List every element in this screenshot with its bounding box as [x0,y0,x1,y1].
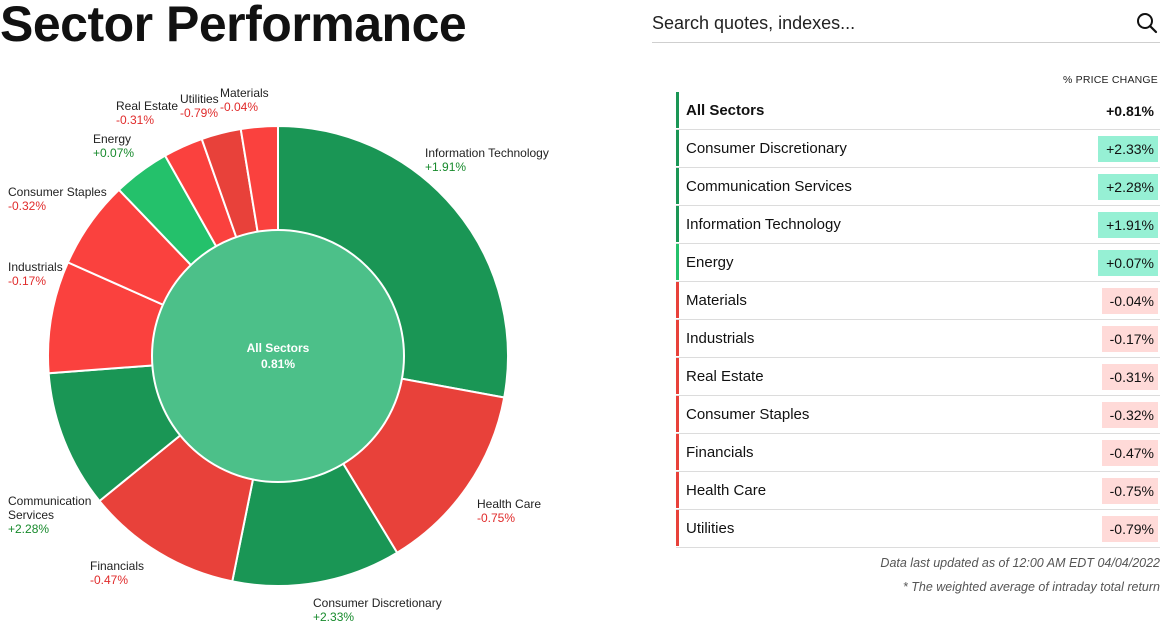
slice-label-name: Consumer Discretionary [313,596,442,610]
sector-change: -0.31% [1101,364,1158,390]
footnote: * The weighted average of intraday total… [902,580,1160,594]
slice-label: Real Estate -0.31% [116,99,178,127]
sector-change: -0.75% [1101,478,1158,504]
slice-label-change: -0.47% [90,573,129,587]
slice-label-name: Industrials [8,260,63,274]
slice-label: Consumer Staples -0.32% [8,185,107,213]
slice-label-name: Consumer Staples [8,185,107,199]
slice-label: Financials -0.47% [90,559,144,587]
slice-label-name: Information Technology [425,146,549,160]
slice-label: Information Technology +1.91% [425,146,549,174]
row-indicator [676,168,679,204]
slice-label-change: +1.91% [425,160,467,174]
sector-change: -0.04% [1101,288,1158,314]
table-row[interactable]: Real Estate -0.31% [676,358,1160,396]
table-row[interactable]: Industrials -0.17% [676,320,1160,358]
slice-label-name: Financials [90,559,145,573]
slice-label: Energy +0.07% [93,132,134,160]
search-icon[interactable] [1134,10,1160,36]
slice-label-name: Health Care [477,497,542,511]
slice-label-name: Real Estate [116,99,179,113]
center-value: 0.81% [261,357,295,371]
row-indicator [676,396,679,432]
slice-label-name: Materials [220,86,269,100]
row-indicator [676,358,679,394]
sector-name: All Sectors [686,102,765,119]
sector-table: % PRICE CHANGE All Sectors +0.81% Consumer… [676,74,1160,548]
row-indicator [676,510,679,546]
slice-label-change: -0.04% [220,100,259,114]
table-row[interactable]: Information Technology +1.91% [676,206,1160,244]
slice-label-change: -0.17% [8,274,47,288]
sector-name: Information Technology [686,216,841,233]
slice-label-change: +2.33% [313,610,355,624]
sector-name: Health Care [686,482,767,499]
slice-label: Consumer Discretionary +2.33% [313,596,442,624]
slice-label: Communication Services +2.28% [8,494,91,536]
table-row[interactable]: Consumer Staples -0.32% [676,396,1160,434]
slice-label: Utilities -0.79% [180,92,219,120]
sector-name: Energy [686,254,734,271]
slice-label: Health Care -0.75% [477,497,541,525]
table-row[interactable]: All Sectors +0.81% [676,92,1160,130]
sector-change: -0.17% [1101,326,1158,352]
sector-change: +1.91% [1098,212,1158,238]
sector-name: Communication Services [686,178,852,195]
row-indicator [676,130,679,166]
table-row[interactable]: Utilities -0.79% [676,510,1160,548]
last-updated-note: Data last updated as of 12:00 AM EDT 04/… [880,556,1160,570]
sector-name: Industrials [686,330,755,347]
search-bar [652,8,1160,43]
slice-label-name: Communication [8,494,92,508]
slice-label-name: Services [8,508,55,522]
sector-change: -0.79% [1101,516,1158,542]
sector-change: +2.28% [1098,174,1158,200]
row-indicator [676,434,679,470]
column-header: % PRICE CHANGE [1063,74,1158,86]
sector-change: +0.81% [1106,103,1154,119]
sector-change: +2.33% [1098,136,1158,162]
sector-change: +0.07% [1098,250,1158,276]
slice-label-change: -0.75% [477,511,516,525]
center-circle[interactable] [151,229,405,483]
slice-label-change: +0.07% [93,146,135,160]
slice-label-change: -0.31% [116,113,155,127]
sector-name: Utilities [686,520,735,537]
table-row[interactable]: Financials -0.47% [676,434,1160,472]
row-indicator [676,282,679,318]
slice-label-name: Energy [93,132,132,146]
sector-name: Consumer Discretionary [686,140,847,157]
slice-label: Industrials -0.17% [8,260,63,288]
sector-change: -0.32% [1101,402,1158,428]
sector-donut-chart: All Sectors 0.81% [47,124,509,587]
sector-change: -0.47% [1101,440,1158,466]
sector-name: Financials [686,444,754,461]
slice-label-name: Utilities [180,92,219,106]
row-indicator [676,472,679,508]
slice-label-change: -0.32% [8,199,47,213]
table-row[interactable]: Energy +0.07% [676,244,1160,282]
table-row[interactable]: Consumer Discretionary +2.33% [676,130,1160,168]
slice-label-change: +2.28% [8,522,50,536]
table-row[interactable]: Health Care -0.75% [676,472,1160,510]
table-row[interactable]: Materials -0.04% [676,282,1160,320]
page-title: Sector Performance [0,0,467,52]
sector-name: Real Estate [686,368,764,385]
sector-name: Materials [686,292,747,309]
sector-name: Consumer Staples [686,406,810,423]
table-row[interactable]: Communication Services +2.28% [676,168,1160,206]
center-label: All Sectors [247,341,310,355]
slice-label: Materials -0.04% [220,86,269,114]
row-indicator [676,206,679,242]
search-input[interactable] [652,10,1122,36]
row-indicator [676,92,679,128]
slice-label-change: -0.79% [180,106,219,120]
row-indicator [676,320,679,356]
row-indicator [676,244,679,280]
